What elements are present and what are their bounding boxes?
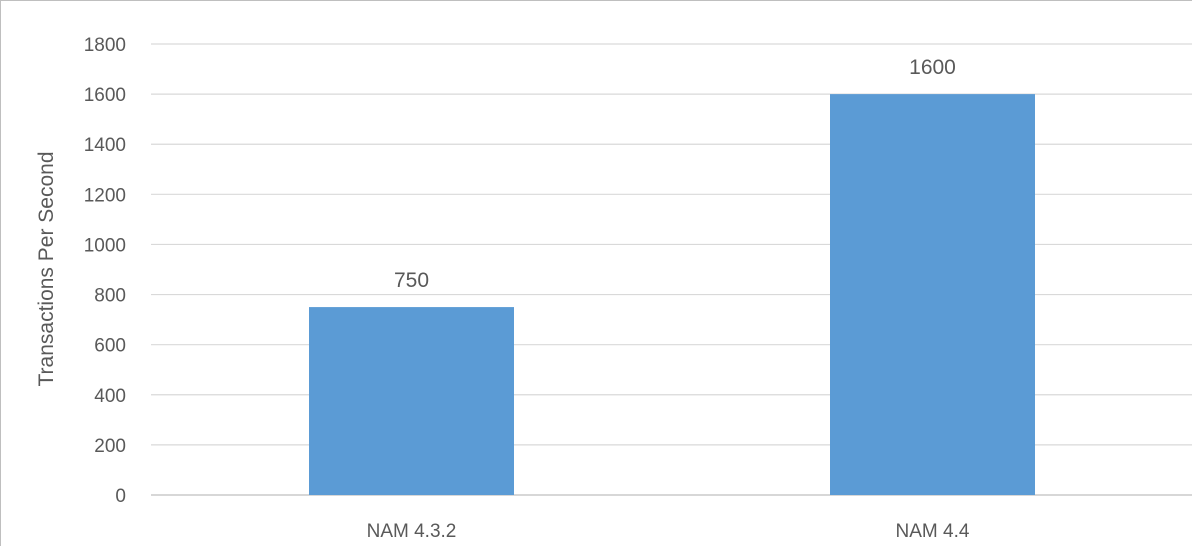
data-label: 750: [394, 269, 429, 292]
y-tick-label: 1200: [84, 185, 126, 206]
y-tick-label: 1000: [84, 235, 126, 256]
y-tick-label: 800: [94, 286, 126, 307]
y-axis-ticks: 0 200 400 600 800 1000 1200 1400 1600 1800: [84, 35, 126, 507]
bar-1: [309, 307, 514, 495]
x-category-label: NAM 4.3.2: [367, 521, 457, 542]
bar-2: [830, 94, 1035, 495]
gridlines: [151, 43, 1192, 496]
y-tick-label: 1800: [84, 35, 126, 56]
y-tick-label: 200: [94, 436, 126, 457]
y-tick-label: 1600: [84, 85, 126, 106]
x-category-label: NAM 4.4: [896, 521, 970, 542]
y-tick-label: 600: [94, 336, 126, 357]
data-labels: 750 1600: [394, 56, 956, 292]
data-label: 1600: [909, 56, 956, 79]
y-tick-label: 0: [115, 486, 126, 507]
y-tick-label: 1400: [84, 135, 126, 156]
bars: [309, 94, 1035, 495]
y-tick-label: 400: [94, 386, 126, 407]
x-axis-categories: NAM 4.3.2 NAM 4.4: [367, 521, 970, 542]
y-axis-title: Transactions Per Second: [35, 151, 58, 386]
